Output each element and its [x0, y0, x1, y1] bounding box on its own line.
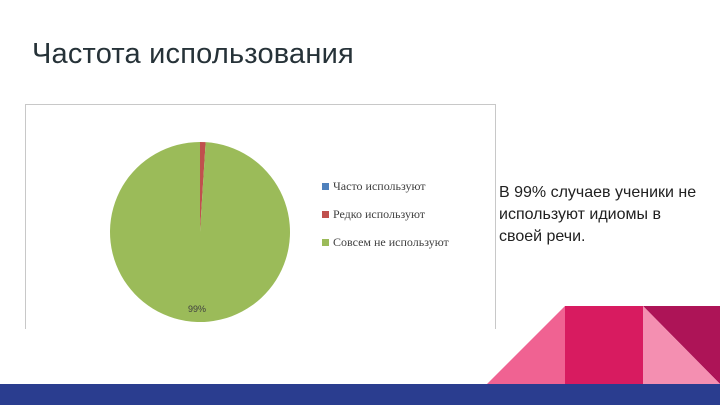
pie-slice-1	[200, 142, 206, 232]
pie-data-label-2: 99%	[188, 304, 206, 314]
legend-label-0: Часто используют	[333, 178, 426, 193]
chart-legend: Часто используют Редко используют Совсем н…	[322, 179, 449, 263]
slide-caption: В 99% случаев ученики не используют идио…	[499, 184, 697, 245]
slide-title: Частота использования	[32, 38, 354, 70]
legend-swatch-2	[322, 238, 329, 246]
deco-triangle-light	[643, 306, 720, 384]
footer-bar	[0, 384, 720, 405]
legend-item-2: Совсем не используют	[322, 235, 449, 249]
legend-item-0: Часто используют	[322, 179, 449, 193]
legend-label-2: Совсем не используют	[333, 234, 449, 249]
legend-label-1: Редко используют	[333, 206, 426, 221]
pie-slice-2	[110, 142, 291, 322]
legend-item-1: Редко используют	[322, 207, 449, 221]
legend-swatch-0	[322, 182, 329, 190]
legend-swatch-1	[322, 210, 329, 218]
pie-chart: 99% Часто используют Редко используют Совс…	[25, 104, 496, 329]
deco-square-magenta	[565, 306, 643, 384]
deco-triangle	[487, 306, 565, 384]
pie-chart-canvas: 99%	[110, 142, 291, 322]
